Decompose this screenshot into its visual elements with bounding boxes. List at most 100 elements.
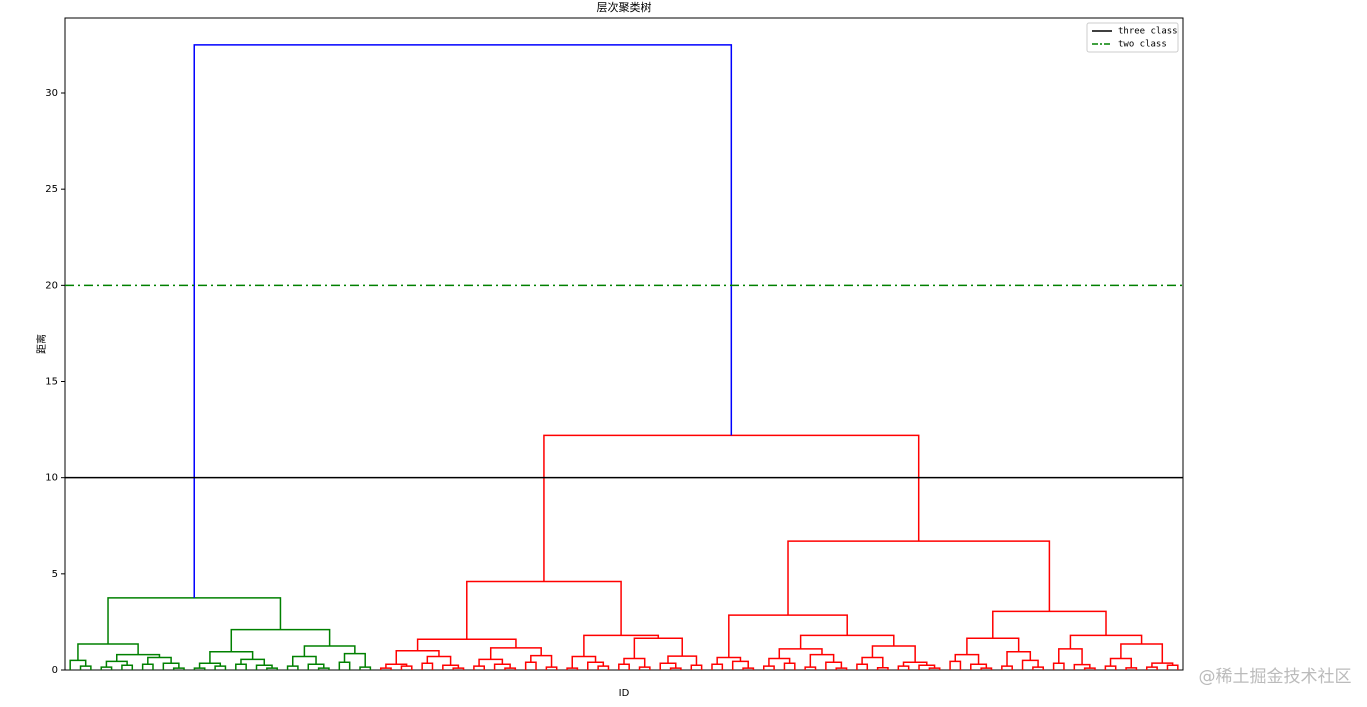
link — [1006, 650, 1032, 667]
link — [778, 648, 823, 659]
y-tick-label: 15 — [45, 377, 58, 388]
link — [659, 662, 677, 670]
link — [172, 667, 185, 670]
y-tick-label: 20 — [45, 280, 58, 291]
link — [230, 628, 331, 652]
link — [809, 653, 835, 668]
link — [787, 540, 1051, 616]
link — [1069, 634, 1143, 649]
link — [597, 665, 610, 670]
y-tick-label: 30 — [45, 88, 58, 99]
link — [763, 665, 775, 670]
link — [493, 663, 511, 670]
plot-frame — [64, 17, 1184, 671]
link — [193, 667, 206, 670]
link — [783, 662, 796, 670]
x-axis-label: ID — [619, 688, 630, 699]
chart-title: 层次聚类树 — [597, 0, 652, 14]
link — [902, 661, 928, 667]
link — [543, 434, 920, 582]
link — [214, 665, 227, 670]
y-axis-label: 距离 — [35, 334, 48, 354]
link — [623, 657, 646, 668]
link — [193, 44, 733, 598]
link — [478, 658, 504, 667]
link — [1052, 662, 1065, 670]
link — [1058, 648, 1083, 665]
y-tick-label: 0 — [52, 665, 58, 676]
link — [286, 665, 299, 670]
y-tick-label: 25 — [45, 184, 58, 195]
link — [121, 664, 134, 670]
link — [566, 667, 579, 670]
link — [317, 667, 330, 670]
link — [105, 660, 128, 668]
link — [466, 580, 622, 640]
link — [716, 656, 742, 665]
link — [307, 663, 325, 670]
link — [395, 650, 440, 665]
link — [799, 634, 895, 649]
link — [338, 661, 351, 670]
link — [966, 637, 1020, 655]
link — [992, 610, 1107, 639]
link — [107, 597, 282, 645]
link — [235, 663, 247, 670]
link — [871, 645, 916, 663]
link — [147, 656, 172, 665]
link — [1166, 664, 1179, 670]
link — [426, 655, 452, 666]
link — [343, 652, 366, 668]
link — [524, 661, 537, 670]
link — [1073, 663, 1091, 670]
link — [162, 662, 180, 670]
link — [980, 667, 993, 670]
link — [421, 662, 434, 670]
link — [442, 664, 460, 670]
link — [266, 667, 278, 670]
link — [587, 661, 605, 670]
link — [970, 663, 988, 670]
link — [504, 667, 517, 670]
link — [116, 653, 161, 662]
link — [583, 634, 660, 657]
link — [856, 663, 869, 670]
link — [209, 650, 254, 664]
link — [530, 654, 553, 668]
link — [1104, 665, 1117, 670]
link — [303, 645, 356, 657]
link — [77, 643, 139, 661]
link — [379, 667, 392, 670]
link — [452, 667, 465, 670]
link — [690, 664, 703, 670]
link — [669, 667, 682, 670]
link — [1083, 667, 1096, 670]
link — [861, 656, 884, 668]
link — [571, 655, 597, 669]
link — [949, 660, 962, 670]
link — [835, 667, 848, 670]
link — [489, 647, 542, 660]
link — [633, 637, 683, 659]
link — [768, 657, 791, 667]
link — [897, 665, 910, 670]
link — [255, 664, 273, 670]
y-tick-label: 10 — [45, 473, 58, 484]
legend-label: three class — [1118, 27, 1178, 37]
link — [69, 659, 87, 670]
link — [291, 655, 317, 667]
legend-label: two class — [1118, 40, 1167, 50]
link — [825, 661, 843, 670]
link — [1021, 659, 1039, 670]
link — [618, 663, 630, 670]
watermark: @稀土掘金技术社区 — [1199, 667, 1352, 687]
y-tick-label: 5 — [52, 569, 58, 580]
link — [400, 665, 413, 670]
link — [240, 658, 266, 666]
link — [728, 614, 848, 658]
link — [473, 665, 485, 670]
link — [742, 667, 755, 670]
link — [711, 663, 724, 670]
link — [954, 653, 980, 665]
